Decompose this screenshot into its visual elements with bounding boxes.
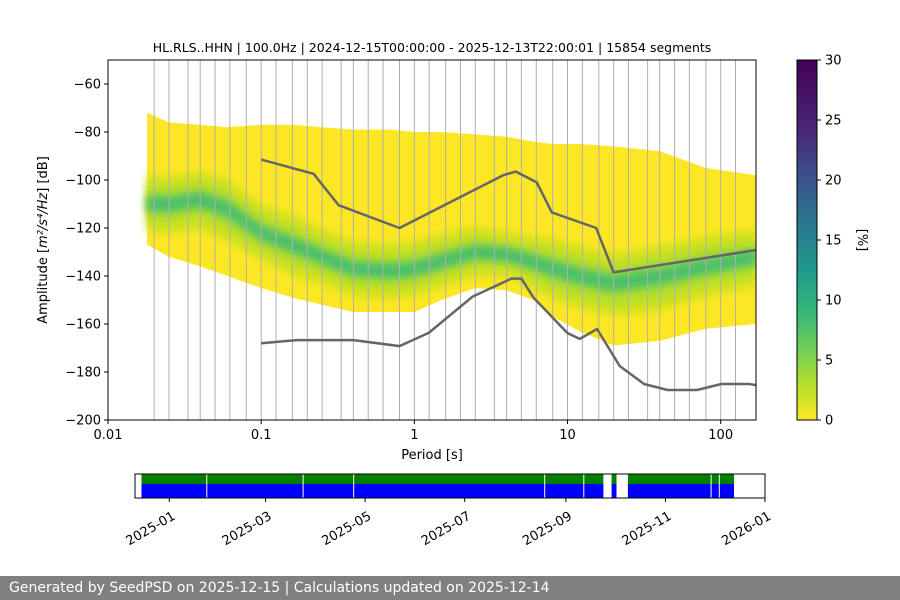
timeline-tick-label: 2025-09 bbox=[520, 509, 575, 549]
timeline-blue-bar bbox=[141, 484, 604, 498]
y-tick-label: −80 bbox=[74, 126, 101, 141]
x-tick-label: 0.1 bbox=[251, 428, 272, 443]
timeline-green-bar bbox=[627, 474, 734, 484]
footer-bar: Generated by SeedPSD on 2025-12-15 | Cal… bbox=[0, 576, 900, 600]
y-tick-label: −200 bbox=[65, 414, 101, 429]
plot-frame bbox=[107, 59, 757, 421]
colorbar-tick-label: 15 bbox=[825, 234, 842, 249]
y-tick-label: −180 bbox=[65, 366, 101, 381]
x-axis-label: Period [s] bbox=[401, 448, 463, 463]
colorbar-label: [%] bbox=[854, 229, 869, 252]
period-gridlines bbox=[153, 60, 736, 420]
x-tick-label: 10 bbox=[559, 428, 576, 443]
colorbar-tick-label: 25 bbox=[825, 114, 842, 129]
colorbar-tick-label: 30 bbox=[825, 54, 842, 69]
colorbar-tick-label: 20 bbox=[825, 174, 842, 189]
timeline-tick-label: 2025-11 bbox=[620, 509, 675, 549]
chart-title: HL.RLS..HHN | 100.0Hz | 2024-12-15T00:00… bbox=[153, 40, 712, 55]
timeline-green-bar bbox=[611, 474, 617, 484]
y-tick-label: −120 bbox=[65, 222, 101, 237]
data-coverage-timeline: 2025-01 2025-03 2025-05 2025-07 2025-09 2025-… bbox=[124, 473, 774, 549]
x-axis-ticks: 0.01 0.1 1 10 100 bbox=[94, 420, 733, 443]
y-tick-label: −160 bbox=[65, 318, 101, 333]
x-tick-label: 100 bbox=[708, 428, 733, 443]
y-axis-label-unit: m²/s⁴/Hz bbox=[36, 192, 51, 248]
figure: HL.RLS..HHN | 100.0Hz | 2024-12-15T00:00… bbox=[36, 40, 869, 549]
timeline-blue-bar bbox=[611, 484, 617, 498]
x-tick-label: 1 bbox=[410, 428, 418, 443]
y-tick-label: −100 bbox=[65, 174, 101, 189]
colorbar: 0 5 10 15 20 25 30 [%] bbox=[796, 54, 869, 429]
footer-text: Generated by SeedPSD on 2025-12-15 | Cal… bbox=[9, 580, 550, 596]
timeline-date-ticks: 2025-01 2025-03 2025-05 2025-07 2025-09 2025-… bbox=[124, 498, 774, 549]
noise-models bbox=[260, 158, 756, 392]
timeline-tick-label: 2025-03 bbox=[220, 509, 275, 549]
timeline-tick-label: 2025-01 bbox=[124, 509, 179, 549]
x-tick-label: 0.01 bbox=[94, 428, 123, 443]
y-axis-label: Amplitude [m²/s⁴/Hz] [dB] bbox=[36, 156, 51, 324]
nhnm-line bbox=[260, 158, 756, 274]
nlnm-line bbox=[261, 277, 756, 392]
colorbar-ticks: 0 5 10 15 20 25 30 bbox=[817, 54, 842, 429]
y-axis-ticks: −200 −180 −160 −140 −120 −100 −80 −60 bbox=[65, 78, 108, 429]
colorbar-tick-label: 5 bbox=[825, 354, 833, 369]
timeline-tick-label: 2025-05 bbox=[319, 509, 374, 549]
timeline-coverage-bars bbox=[141, 474, 734, 498]
colorbar-tick-label: 10 bbox=[825, 294, 842, 309]
timeline-blue-bar bbox=[627, 484, 734, 498]
y-axis-label-suffix: ] [dB] bbox=[36, 156, 51, 193]
psd-heatmap bbox=[147, 112, 756, 346]
colorbar-gradient bbox=[796, 59, 818, 421]
psd-plot: 0.01 0.1 1 10 100 −200 −180 −160 −140 −120 −100 −8… bbox=[65, 59, 757, 443]
y-tick-label: −140 bbox=[65, 270, 101, 285]
timeline-tick-label: 2026-01 bbox=[719, 509, 774, 549]
psd-density-mode bbox=[147, 193, 756, 290]
colorbar-tick-label: 0 bbox=[825, 414, 833, 429]
timeline-tick-label: 2025-07 bbox=[419, 509, 474, 549]
y-axis-label-prefix: Amplitude [ bbox=[36, 248, 51, 324]
timeline-green-bar bbox=[141, 474, 604, 484]
timeline-frame bbox=[134, 473, 766, 499]
y-tick-label: −60 bbox=[74, 78, 101, 93]
